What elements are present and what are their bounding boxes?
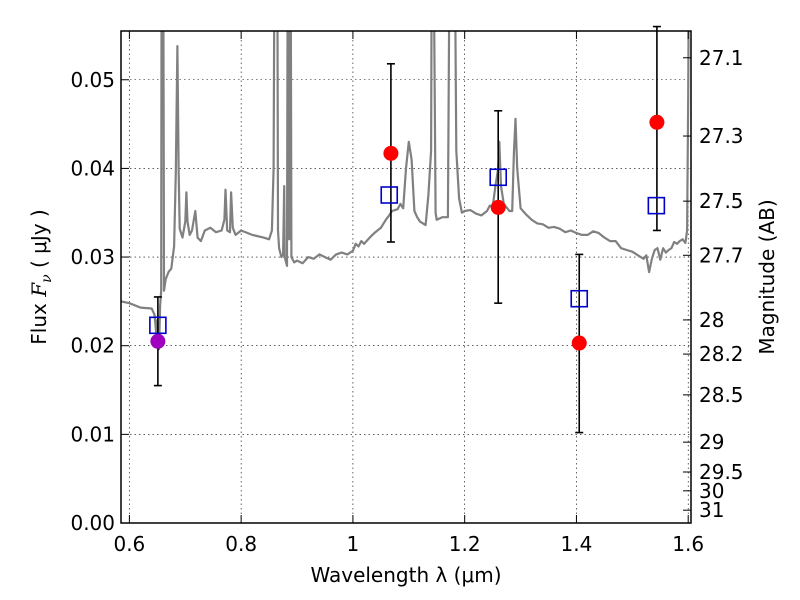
flux-point [571,335,587,351]
y-axis-label-unit: ( μJy ) [27,209,51,274]
x-tick-label: 1 [347,532,360,556]
mag-tick-label: 28.5 [699,383,744,407]
x-tick-label: 1.6 [672,532,704,556]
y-tick-label: 0.02 [70,334,115,358]
x-tick-label: 1.4 [561,532,593,556]
x-tick-label: 0.8 [225,532,257,556]
flux-point [150,333,166,349]
y-tick-label: 0.01 [70,422,115,446]
model-point [647,196,666,215]
flux-point [649,114,665,130]
y-axis-label-subscript: ν [39,274,55,283]
y-tick-label: 0.03 [70,245,115,269]
y-tick-label: 0.04 [70,156,115,180]
y-axis-label-prefix: Flux [27,297,51,345]
mag-tick-label: 28.2 [699,342,744,366]
x-tick-label: 1.2 [449,532,481,556]
y-axis-right-label: Magnitude (AB) [755,199,779,354]
mag-tick-label: 27.5 [699,189,744,213]
model-point [489,168,508,187]
mag-tick-label: 27.7 [699,243,744,267]
mag-tick-label: 27.1 [699,46,744,70]
mag-tick-label: 30 [699,479,724,503]
y-tick-label: 0.00 [70,511,115,535]
x-axis-label: Wavelength λ (μm) [310,563,501,587]
flux-point [490,199,506,215]
mag-tick-label: 29.5 [699,460,744,484]
y-axis-label: Flux Fν ( μJy ) [27,209,55,344]
model-point [380,186,399,204]
mag-tick-label: 29 [699,430,724,454]
plot-area [121,31,691,523]
ticks: 0.6 0.8 1 1.2 1.4 1.6 0.00 0.01 0.02 0.03 0.04 0.05… [70,31,744,556]
mag-tick-label: 31 [699,498,724,522]
model-point [149,316,167,335]
x-tick-label: 0.6 [113,532,145,556]
y-tick-label: 0.05 [70,68,115,92]
marker-layer [149,25,666,434]
mag-tick-label: 28 [699,308,724,332]
plot-frame [120,30,692,524]
flux-point [383,145,399,161]
model-point [570,289,589,308]
y-axis-label-symbol: F [27,282,51,298]
mag-tick-label: 27.3 [699,124,744,148]
